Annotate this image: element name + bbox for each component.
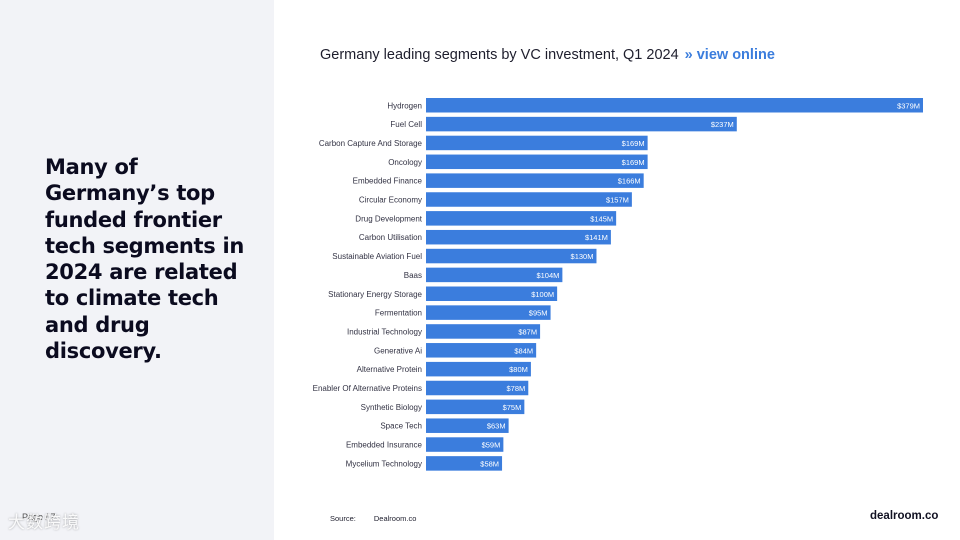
bar (426, 456, 503, 471)
bar-value-label: $145M (590, 214, 613, 223)
bar-value-label: $80M (509, 365, 528, 374)
bar (426, 399, 525, 415)
bar-value-label: $84M (514, 346, 533, 355)
bar (426, 98, 923, 113)
source-value: Dealroom.co (373, 514, 417, 523)
source-note: Source: Dealroom.co (330, 514, 416, 523)
category-label: Circular Economy (359, 196, 422, 205)
view-online-link[interactable]: view online (696, 47, 775, 63)
page-label: Page / 7 (22, 512, 56, 522)
bar (426, 361, 531, 377)
category-label: Space Tech (380, 422, 422, 431)
bar (426, 305, 551, 320)
bar-value-label: $104M (536, 271, 559, 280)
bar-value-label: $141M (585, 233, 608, 242)
bar (426, 324, 541, 339)
bar (426, 418, 509, 433)
bar (426, 248, 597, 264)
bar-value-label: $58M (480, 459, 499, 468)
bar (426, 343, 537, 358)
category-label: Embedded Insurance (346, 441, 423, 450)
category-label: Synthetic Biology (361, 403, 422, 412)
bar-value-label: $87M (518, 327, 537, 336)
bar (426, 135, 648, 151)
category-label: Baas (404, 271, 422, 280)
category-label: Sustainable Aviation Fuel (332, 252, 422, 261)
bar-value-label: $169M (622, 139, 645, 148)
category-label: Fuel Cell (390, 120, 422, 129)
headline: Many of Germany’s top funded frontier te… (45, 155, 245, 364)
category-label: Carbon Utilisation (359, 233, 422, 242)
bar-value-label: $59M (482, 441, 501, 450)
bar (426, 116, 737, 132)
category-label: Enabler Of Alternative Proteins (313, 384, 422, 393)
chevron-right-icon: » (684, 47, 693, 63)
category-label: Generative Ai (374, 346, 422, 355)
bar-value-label: $95M (529, 309, 548, 318)
bar-value-label: $63M (487, 422, 506, 431)
bar (426, 229, 611, 245)
left-panel (0, 0, 274, 540)
category-label: Carbon Capture And Storage (319, 139, 423, 148)
bar-value-label: $100M (531, 290, 554, 299)
watermark: 大数跨境 (8, 513, 80, 533)
bar-value-label: $237M (711, 120, 734, 129)
category-label: Fermentation (375, 309, 422, 318)
bar (426, 267, 563, 283)
chart-title: Germany leading segments by VC investmen… (320, 47, 775, 63)
bar (426, 286, 558, 301)
category-label: Embedded Finance (353, 177, 423, 186)
category-label: Mycelium Technology (346, 459, 422, 468)
bar-value-label: $166M (618, 177, 641, 186)
category-label: Alternative Protein (357, 365, 422, 374)
category-label: Stationary Energy Storage (328, 290, 422, 299)
bar-value-label: $78M (507, 384, 526, 393)
bar-value-label: $379M (897, 101, 920, 110)
bar-value-label: $169M (622, 158, 645, 167)
bar (426, 173, 644, 188)
bar (426, 380, 529, 396)
bar (426, 154, 648, 170)
bar (426, 192, 632, 207)
chart-title-text: Germany leading segments by VC investmen… (320, 47, 679, 63)
bar (426, 437, 504, 452)
category-label: Industrial Technology (347, 327, 422, 336)
bar-value-label: $130M (571, 252, 594, 261)
category-label: Hydrogen (387, 101, 422, 110)
bar-value-label: $75M (503, 403, 522, 412)
category-label: Drug Development (355, 214, 422, 223)
brand-logo: dealroom.co (870, 510, 939, 522)
category-label: Oncology (388, 158, 422, 167)
source-label: Source: (330, 514, 356, 523)
bar-value-label: $157M (606, 196, 629, 205)
bar (426, 211, 617, 226)
